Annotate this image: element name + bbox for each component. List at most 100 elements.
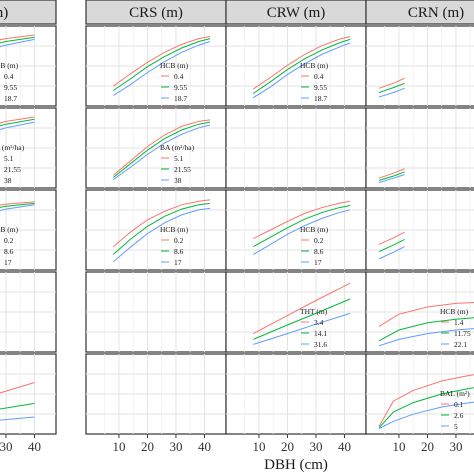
legend-label: 18.7 — [4, 94, 17, 103]
strip-header-label: CRW (m) — [267, 5, 325, 21]
series-line-1 — [0, 34, 35, 41]
strip-header-bg — [365, 0, 474, 25]
series-line-3 — [0, 121, 35, 131]
panel-r2-c2: HCB (m) 0.2 8.6 17 — [225, 189, 367, 271]
x-tick-label: 20 — [281, 439, 294, 454]
x-axis-title: DBH (cm) — [264, 457, 328, 473]
series-line-3 — [113, 41, 211, 96]
panel-r3-c3: HCB (m) 1.4 11.75 22.1 — [365, 271, 474, 353]
panel-r0-c2: HCB (m) 0.4 9.55 18.7 — [225, 25, 367, 107]
series-line-3 — [253, 209, 351, 255]
strip-header-bg — [225, 0, 367, 25]
legend-label: 9.55 — [314, 83, 327, 92]
panel-r4-c3: BAL (m²) 0.1 2.6 5 — [365, 353, 474, 435]
legend-label: 38 — [174, 176, 182, 185]
panel-r2-c1: HCB (m) 0.2 8.6 17 — [85, 189, 227, 271]
panel-r0-c3 — [365, 25, 474, 107]
panel-r4-c2 — [225, 353, 367, 435]
legend-label: 2.6 — [454, 411, 464, 420]
x-tick-label: 20 — [141, 439, 154, 454]
panel-r2-c3 — [365, 189, 474, 271]
panel-r1-c3 — [365, 107, 474, 189]
series-line-1 — [378, 374, 474, 427]
legend-title: THT (m) — [300, 307, 328, 316]
series-line-1 — [253, 36, 351, 90]
series-line-2 — [378, 317, 474, 342]
series-line-3 — [253, 42, 351, 99]
legend-title: HCB (m) — [440, 307, 469, 316]
panel-r1-c0: BA (m²/ha) 5.1 21.55 38 — [0, 107, 57, 189]
series-line-1 — [253, 200, 351, 240]
legend-label: 3.4 — [314, 318, 324, 327]
series-line-3 — [378, 328, 474, 347]
legend-title: HCB (m) — [0, 61, 19, 70]
series-line-3 — [0, 204, 35, 211]
strip-header-label: CRN (m) — [408, 5, 464, 21]
panel-r2-c0: HCB (m) 0.2 8.6 17 — [0, 189, 57, 271]
legend-title: BA (m²/ha) — [0, 143, 25, 152]
x-tick-label: 20 — [421, 439, 434, 454]
legend-label: 9.55 — [4, 83, 17, 92]
series-line-2 — [253, 38, 351, 94]
series-line-2 — [253, 298, 351, 340]
series-line-1 — [378, 231, 405, 245]
legend-label: 0.2 — [174, 236, 184, 245]
legend-label: 5.1 — [174, 154, 184, 163]
legend-label: 5 — [454, 422, 458, 431]
series-line-1 — [113, 36, 211, 87]
legend-title: HCB (m) — [300, 225, 329, 234]
x-tick-label: 30 — [309, 439, 322, 454]
legend-label: 5.1 — [4, 154, 14, 163]
panel-r3-c0 — [0, 271, 57, 353]
strip-header-bg — [85, 0, 227, 25]
legend-label: 18.7 — [314, 94, 327, 103]
legend-label: 18.7 — [174, 94, 187, 103]
series-line-3 — [112, 207, 211, 263]
series-line-2 — [253, 205, 351, 248]
strip-header-label: CRS (m) — [129, 5, 183, 21]
strip-header-label: RE (m) — [0, 5, 8, 21]
panel-r4-c0 — [0, 353, 57, 435]
panel-r0-c1: HCB (m) 0.4 9.55 18.7 — [85, 25, 227, 107]
x-tick-label: 40 — [28, 439, 41, 454]
panel-r3-c2: THT (m) 3.4 14.1 31.6 — [225, 271, 367, 353]
legend-label: 8.6 — [4, 247, 14, 256]
legend-label: 0.4 — [4, 72, 14, 81]
x-tick-label: 30 — [449, 439, 462, 454]
series-line-3 — [378, 87, 405, 98]
panel-r1-c1: BA (m²/ha) 5.1 21.55 38 — [85, 107, 227, 189]
series-line-1 — [378, 77, 405, 89]
legend-label: 31.6 — [314, 340, 327, 349]
series-line-3 — [0, 416, 35, 421]
series-line-2 — [0, 36, 35, 44]
series-line-1 — [0, 382, 35, 394]
legend-label: 8.6 — [314, 247, 324, 256]
series-line-2 — [0, 202, 35, 208]
legend-label: 1.4 — [454, 318, 464, 327]
x-tick-label: 10 — [112, 439, 125, 454]
series-line-2 — [378, 238, 405, 253]
x-tick-label: 30 — [0, 439, 12, 454]
legend-label: 22.1 — [454, 340, 467, 349]
legend-label: 21.55 — [174, 165, 191, 174]
series-line-1 — [0, 116, 35, 124]
x-tick-label: 30 — [169, 439, 182, 454]
panel-r1-c2 — [225, 107, 367, 189]
legend-title: HCB (m) — [300, 61, 329, 70]
series-line-3 — [253, 312, 351, 345]
series-line-2 — [0, 402, 35, 410]
series-line-1 — [378, 168, 405, 179]
legend-label: 21.55 — [4, 165, 21, 174]
legend-label: 0.1 — [454, 400, 464, 409]
legend-label: 14.1 — [314, 329, 327, 338]
series-line-2 — [378, 387, 474, 429]
legend-title: HCB (m) — [160, 225, 189, 234]
series-line-2 — [112, 202, 211, 255]
legend-title: HCB (m) — [0, 225, 19, 234]
series-line-3 — [378, 246, 405, 260]
legend-title: BA (m²/ha) — [160, 143, 195, 152]
series-line-1 — [112, 119, 211, 176]
series-line-2 — [113, 38, 211, 91]
series-line-3 — [0, 38, 35, 48]
